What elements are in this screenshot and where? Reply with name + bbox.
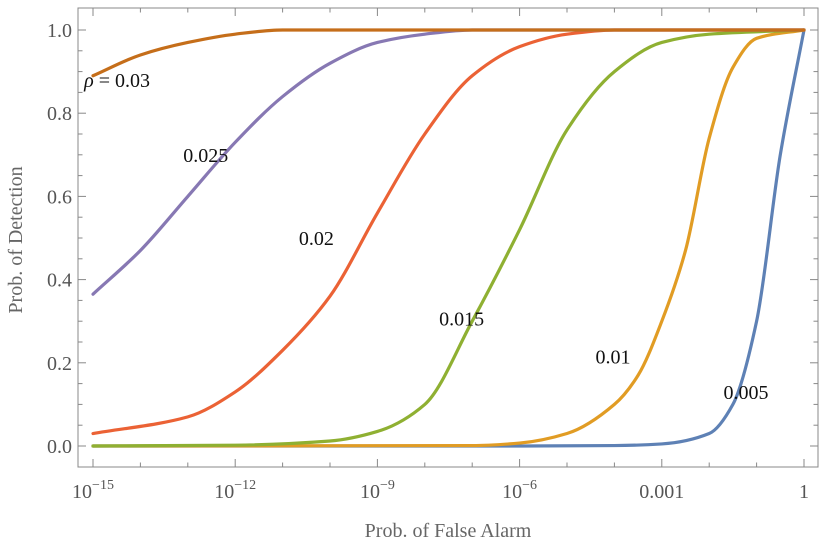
y-tick-label: 1.0	[47, 20, 72, 42]
x-tick-label: 10−9	[360, 478, 395, 503]
x-tick-label: 1	[799, 481, 809, 503]
plot-frame	[77, 7, 819, 468]
series-line-0-02	[91, 28, 806, 436]
series-label-0-025: 0.025	[183, 145, 228, 167]
series-lines	[91, 28, 806, 448]
y-axis: 0.0 0.2 0.4 0.6 0.8 1.0	[47, 20, 818, 458]
series-label-0-03: ρ = 0.03	[83, 70, 150, 92]
series-line-0-01	[91, 28, 806, 448]
x-axis-title: Prob. of False Alarm	[365, 520, 532, 542]
y-tick-label: 0.2	[47, 353, 72, 375]
x-tick-label: 0.001	[639, 481, 684, 503]
x-axis: 10−15 10−12 10−9 10−6 0.001 1	[72, 8, 809, 503]
y-tick-label: 0.6	[47, 186, 72, 208]
x-tick-label: 10−6	[502, 478, 537, 503]
y-axis-title: Prob. of Detection	[5, 166, 27, 313]
series-label-0-01: 0.01	[596, 347, 631, 369]
y-tick-label: 0.4	[47, 270, 72, 292]
plot-area-border	[77, 7, 819, 468]
x-tick-label: 10−15	[72, 478, 114, 503]
y-tick-label: 0.0	[47, 436, 72, 458]
series-line-0-015	[91, 28, 806, 448]
series-label-0-02: 0.02	[299, 228, 334, 250]
series-line-0-005	[91, 28, 806, 448]
series-line-0-03	[91, 28, 806, 78]
series-label-0-015: 0.015	[439, 308, 484, 330]
y-tick-label: 0.8	[47, 103, 72, 125]
series-labels: 0.005 0.01 0.015 0.02 0.025 ρ = 0.03	[83, 70, 768, 404]
x-tick-label: 10−12	[214, 478, 256, 503]
series-label-0-005: 0.005	[723, 382, 768, 404]
